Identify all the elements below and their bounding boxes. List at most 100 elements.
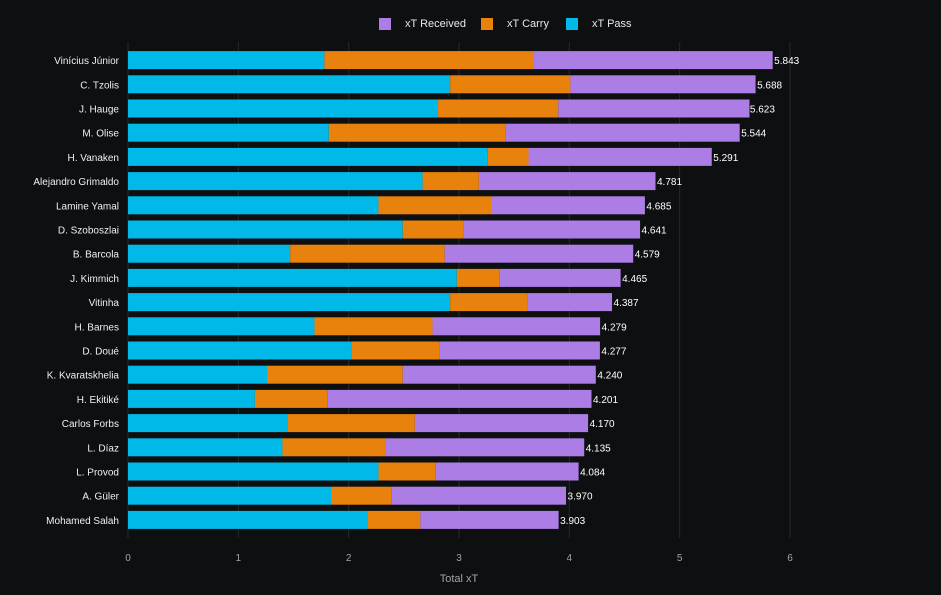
total-label-h-vanaken: 5.291 (713, 153, 738, 164)
bar-xt-received-m-olise (505, 123, 740, 142)
bar-xt-received-d-doue (439, 341, 600, 360)
total-label-j-hauge: 5.623 (750, 105, 775, 116)
total-label-mohamed-salah: 3.903 (560, 516, 585, 527)
x-axis-title: Total xT (440, 573, 479, 585)
y-tick-label-h-ekitike: H. Ekitiké (77, 395, 120, 406)
y-tick-label-h-barnes: H. Barnes (75, 322, 119, 333)
bar-xt-carry-mohamed-salah (367, 510, 421, 529)
bar-xt-received-vitinha (527, 293, 613, 312)
bar-xt-pass-j-hauge (128, 99, 439, 118)
bar-xt-pass-l-provod (128, 462, 379, 481)
bar-xt-received-carlos-forbs (414, 414, 589, 433)
total-label-j-kimmich: 4.465 (622, 274, 647, 285)
y-tick-label-vitinha: Vitinha (89, 298, 120, 309)
bar-xt-pass-m-olise (128, 123, 329, 142)
bar-xt-carry-a-guler (331, 486, 392, 505)
total-label-m-olise: 5.544 (741, 129, 766, 140)
bar-xt-received-j-kimmich (499, 268, 621, 287)
y-tick-label-j-kimmich: J. Kimmich (70, 274, 119, 285)
bar-xt-carry-j-hauge (438, 99, 559, 118)
total-label-c-tzolis: 5.688 (757, 80, 782, 91)
bar-xt-pass-alejandro-grimaldo (128, 172, 423, 191)
total-label-d-doue: 4.277 (601, 347, 626, 358)
chart-legend: xT Received xT Carry xT Pass (0, 15, 941, 33)
bar-xt-received-j-hauge (558, 99, 750, 118)
total-label-h-barnes: 4.279 (602, 322, 627, 333)
y-tick-label-c-tzolis: C. Tzolis (80, 80, 119, 91)
y-tick-label-h-vanaken: H. Vanaken (67, 153, 119, 164)
y-tick-label-b-barcola: B. Barcola (73, 250, 120, 261)
total-label-vitinha: 4.387 (614, 298, 639, 309)
x-tick-label-6: 6 (787, 553, 793, 564)
total-label-k-kvaratskhelia: 4.240 (597, 371, 622, 382)
y-tick-label-l-provod: L. Provod (76, 468, 119, 479)
bar-xt-received-d-szoboszlai (463, 220, 641, 239)
bar-xt-carry-carlos-forbs (287, 414, 415, 433)
bar-xt-pass-b-barcola (128, 244, 291, 263)
legend-swatch-xt-received (379, 18, 391, 30)
legend-item-xt-carry[interactable]: xT Carry (481, 15, 549, 33)
x-tick-label-3: 3 (456, 553, 462, 564)
legend-label-xt-pass: xT Pass (592, 18, 632, 30)
x-tick-label-2: 2 (346, 553, 352, 564)
bar-xt-carry-d-szoboszlai (402, 220, 464, 239)
total-label-alejandro-grimaldo: 4.781 (657, 177, 682, 188)
y-tick-label-m-olise: M. Olise (82, 129, 119, 140)
bar-xt-carry-vinicius-junior (324, 51, 535, 70)
total-label-carlos-forbs: 4.170 (590, 419, 615, 430)
bar-xt-carry-lamine-yamal (378, 196, 491, 215)
x-tick-label-5: 5 (677, 553, 683, 564)
bar-xt-received-l-diaz (385, 438, 585, 457)
bar-xt-pass-vinicius-junior (128, 51, 325, 70)
bar-xt-pass-vitinha (128, 293, 451, 312)
legend-item-xt-received[interactable]: xT Received (379, 15, 466, 33)
bar-xt-received-a-guler (391, 486, 567, 505)
bar-xt-received-lamine-yamal (490, 196, 645, 215)
x-tick-label-4: 4 (567, 553, 573, 564)
bar-xt-carry-h-vanaken (487, 147, 529, 166)
x-tick-label-0: 0 (125, 553, 131, 564)
bar-xt-received-c-tzolis (570, 75, 756, 94)
y-tick-label-j-hauge: J. Hauge (79, 105, 119, 116)
bar-xt-carry-m-olise (328, 123, 506, 142)
legend-item-xt-pass[interactable]: xT Pass (566, 15, 632, 33)
bar-xt-pass-d-doue (128, 341, 352, 360)
bar-xt-received-l-provod (435, 462, 579, 481)
bar-xt-pass-j-kimmich (128, 268, 457, 287)
y-tick-label-carlos-forbs: Carlos Forbs (62, 419, 119, 430)
bar-xt-received-h-barnes (432, 317, 601, 336)
total-label-l-diaz: 4.135 (586, 443, 611, 454)
bar-xt-carry-l-provod (378, 462, 436, 481)
legend-label-xt-carry: xT Carry (507, 18, 549, 30)
x-tick-label-1: 1 (236, 553, 242, 564)
bar-xt-received-h-vanaken (528, 147, 712, 166)
bar-xt-carry-b-barcola (290, 244, 445, 263)
y-tick-label-d-szoboszlai: D. Szoboszlai (58, 226, 119, 237)
bar-xt-carry-h-ekitike (254, 389, 328, 408)
bar-xt-received-k-kvaratskhelia (402, 365, 596, 384)
bar-xt-received-mohamed-salah (420, 510, 559, 529)
legend-label-xt-received: xT Received (405, 18, 466, 30)
y-tick-label-vinicius-junior: Vinícius Júnior (54, 56, 120, 67)
bar-xt-received-alejandro-grimaldo (478, 172, 656, 191)
bar-xt-pass-k-kvaratskhelia (128, 365, 268, 384)
bar-xt-pass-d-szoboszlai (128, 220, 403, 239)
total-label-d-szoboszlai: 4.641 (642, 226, 667, 237)
bar-xt-carry-l-diaz (282, 438, 386, 457)
bar-xt-pass-l-diaz (128, 438, 283, 457)
y-tick-label-d-doue: D. Doué (82, 347, 119, 358)
bar-xt-carry-j-kimmich (456, 268, 500, 287)
bar-xt-pass-carlos-forbs (128, 414, 288, 433)
total-label-vinicius-junior: 5.843 (774, 56, 799, 67)
total-label-a-guler: 3.970 (568, 492, 593, 503)
bar-xt-carry-c-tzolis (450, 75, 571, 94)
total-label-l-provod: 4.084 (580, 468, 605, 479)
bar-xt-received-vinicius-junior (534, 51, 773, 70)
y-tick-label-a-guler: A. Güler (82, 492, 119, 503)
bar-xt-pass-h-vanaken (128, 147, 488, 166)
bar-xt-carry-d-doue (351, 341, 440, 360)
bar-xt-received-h-ekitike (327, 389, 592, 408)
bar-xt-pass-mohamed-salah (128, 510, 368, 529)
bar-xt-carry-k-kvaratskhelia (267, 365, 403, 384)
